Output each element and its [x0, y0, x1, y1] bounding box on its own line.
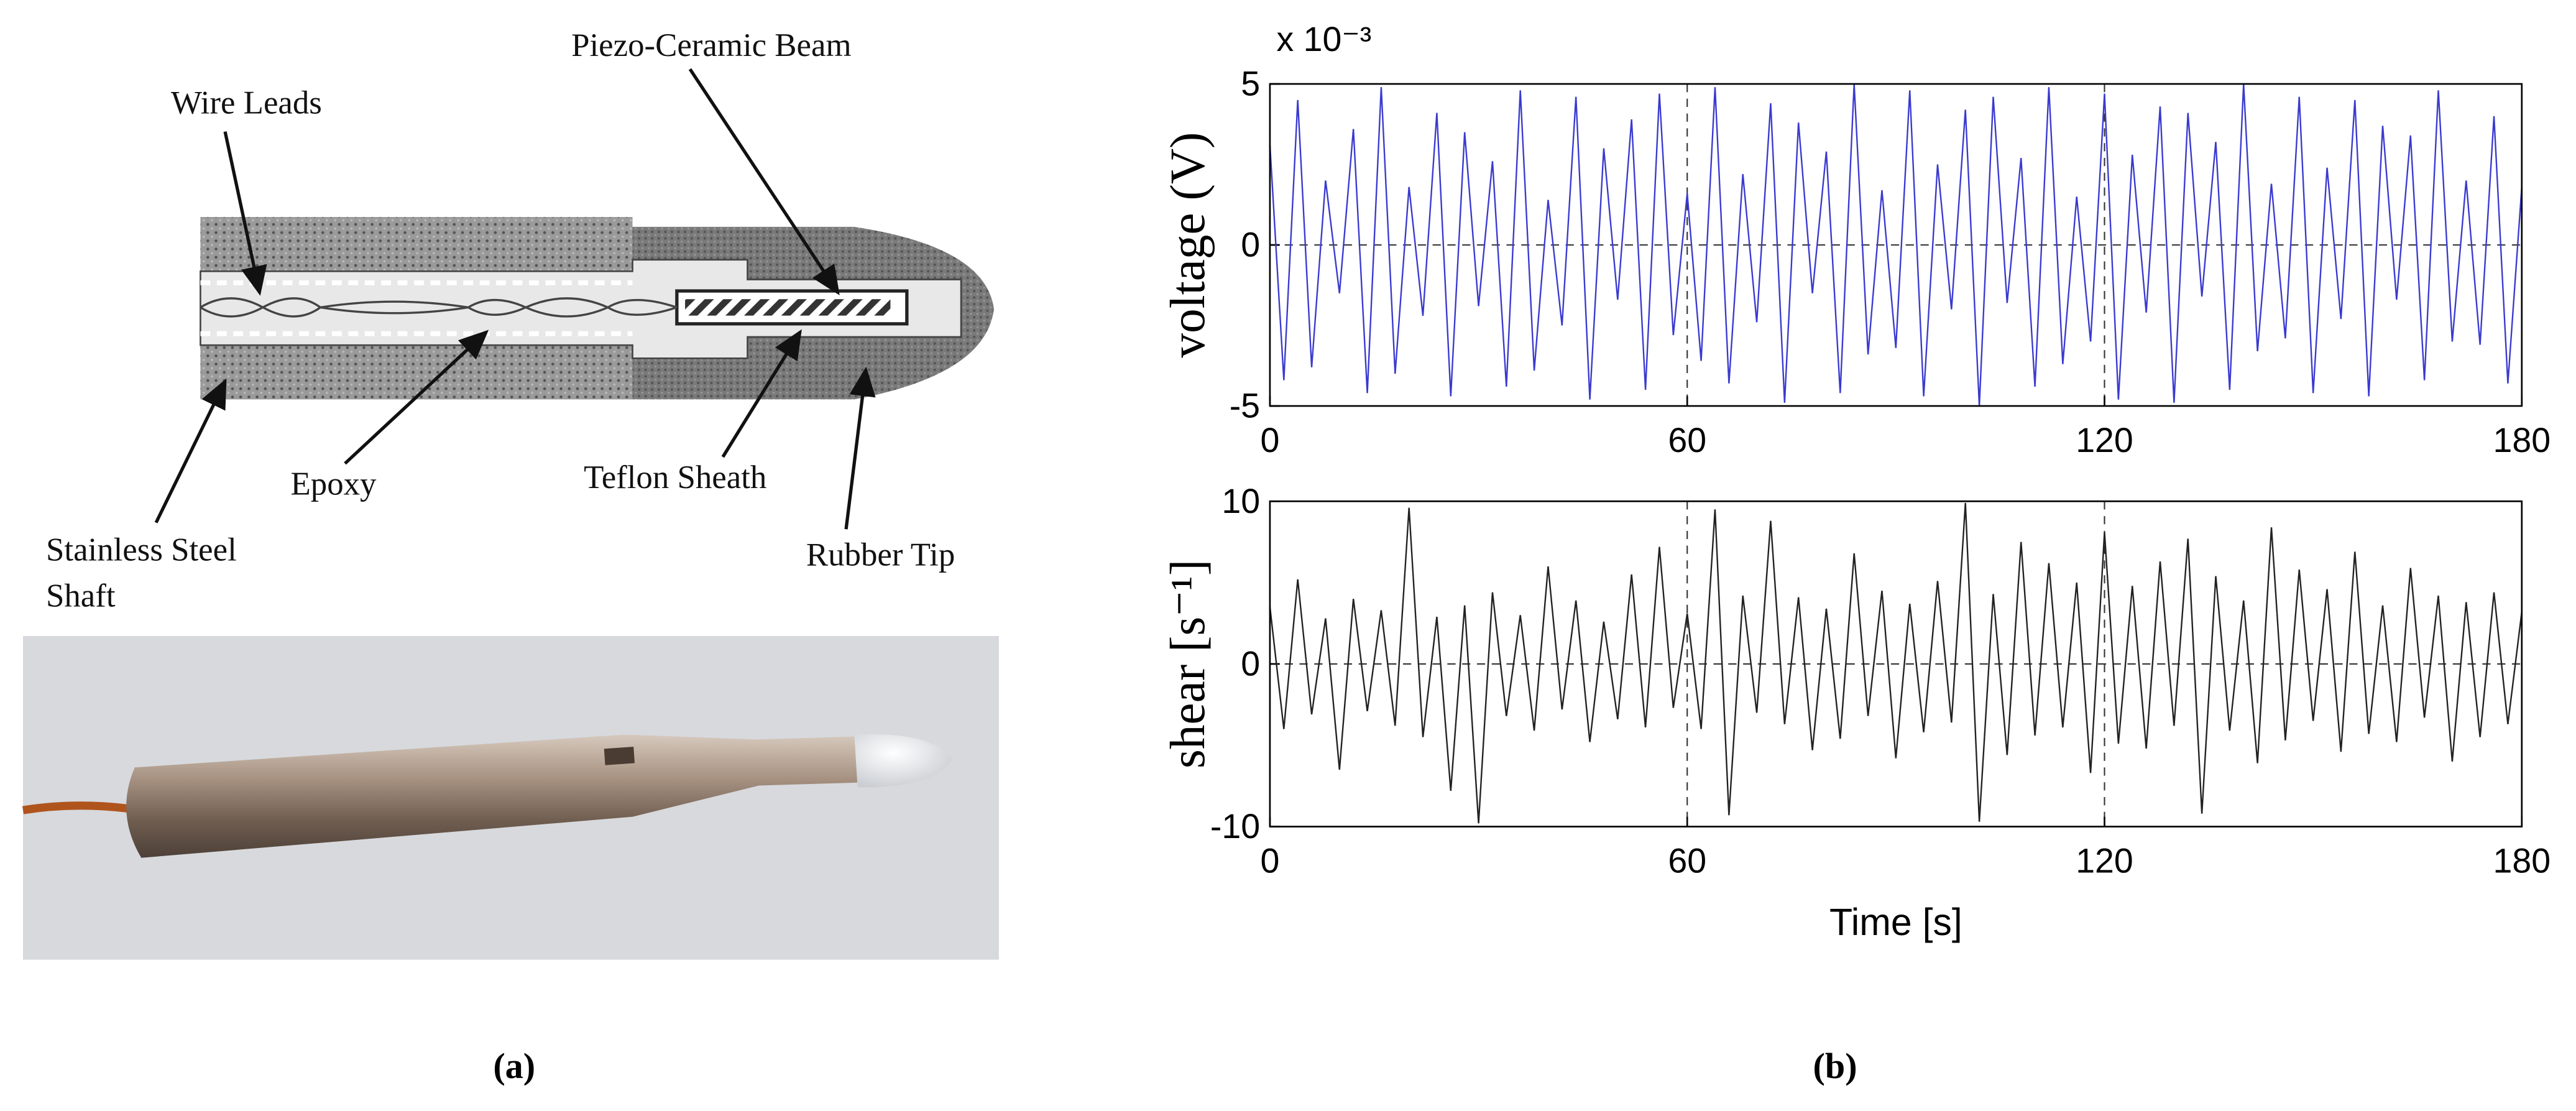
label: Teflon Sheath: [584, 459, 766, 496]
label: Rubber Tip: [806, 537, 955, 573]
photo-cable: [22, 801, 129, 814]
ceramic-beam: [685, 299, 891, 316]
y-axis-label: shear [s⁻¹]: [1161, 560, 1215, 768]
label: Epoxy: [291, 466, 377, 502]
axes-frame: [1269, 500, 2523, 827]
epoxy-texture: [200, 280, 633, 336]
photo-window: [604, 747, 635, 765]
arrow: [688, 68, 840, 296]
y-axis-label: voltage (V): [1161, 132, 1215, 357]
arrow: [844, 366, 876, 530]
x-tick-label: 180: [2493, 421, 2551, 459]
caption: (a): [493, 1046, 535, 1086]
x-tick-label: 120: [2076, 421, 2133, 459]
y-tick-label: 0: [1241, 644, 1260, 683]
y-tick-label: 0: [1241, 226, 1260, 264]
label: Piezo-Ceramic Beam: [571, 27, 851, 63]
x-tick-label: 60: [1668, 842, 1706, 880]
x-axis-label: Time [s]: [1829, 901, 1962, 943]
probe-photo: [22, 636, 999, 960]
arrow: [154, 378, 227, 523]
arrow: [344, 330, 489, 465]
label: Stainless Steel: [46, 532, 237, 568]
label: Shaft: [46, 578, 116, 614]
x-tick-label: 0: [1260, 842, 1279, 880]
y-tick-label: 5: [1241, 64, 1260, 103]
signal-line: [1269, 83, 2523, 407]
axes-frame: [1269, 83, 2523, 407]
probe-diagram: Piezo-Ceramic Beam Wire Leads Epoxy Tefl…: [46, 27, 994, 614]
y-multiplier: x 10⁻³: [1277, 20, 1372, 58]
x-tick-label: 120: [2076, 842, 2133, 880]
x-tick-label: 0: [1260, 421, 1279, 459]
y-tick-label: 10: [1221, 482, 1260, 520]
photo-tip: [854, 734, 953, 788]
y-tick-label: -10: [1210, 807, 1260, 846]
y-tick-label: -5: [1230, 387, 1260, 425]
label: Wire Leads: [171, 85, 322, 121]
signal-line: [1269, 502, 2523, 824]
photo-body: [126, 734, 871, 858]
wire-lead: [200, 297, 678, 318]
arrows: [154, 68, 876, 530]
x-tick-label: 180: [2493, 842, 2551, 880]
caption: (b): [1813, 1046, 1857, 1086]
x-tick-label: 60: [1668, 421, 1706, 459]
arrow: [223, 131, 267, 296]
arrow: [721, 329, 802, 458]
